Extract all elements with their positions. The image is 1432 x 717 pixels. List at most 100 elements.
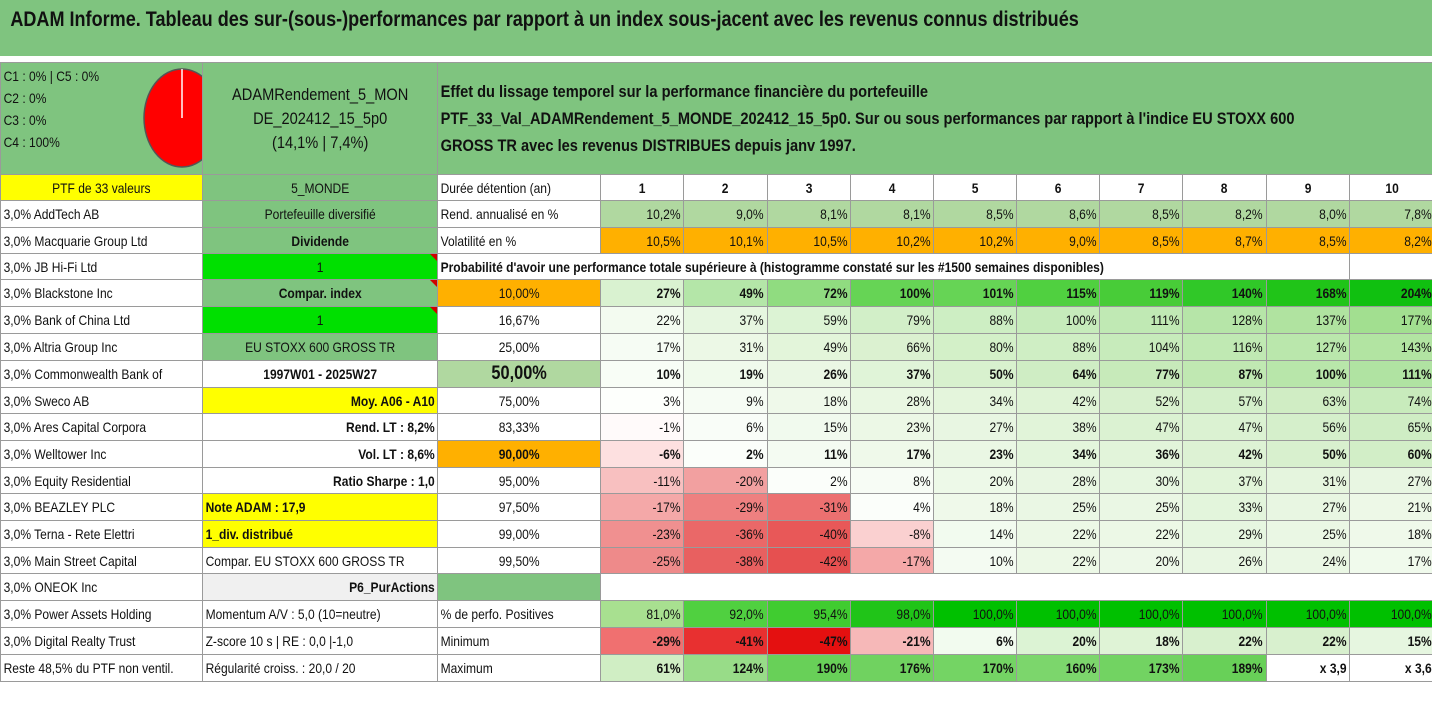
probability-value: -36% [683,520,768,548]
min-value: -47% [766,627,851,655]
probability-value: 36% [1099,440,1184,468]
probability-value: 34% [1016,440,1101,468]
vol-value: 10,5% [600,227,685,254]
empty-cell [683,573,768,601]
probability-value: -1% [600,413,685,441]
probability-value: 50% [932,360,1018,388]
holding-row: 3,0% Ares Capital Corpora [0,413,203,441]
probability-value: 8% [849,467,934,494]
empty-cell [600,573,684,601]
probability-value: 25% [1099,493,1184,521]
probability-value: 9% [683,387,768,414]
probability-value: 47% [1099,413,1184,441]
rend-value: 8,5% [932,200,1018,228]
probability-value: 28% [1016,467,1101,494]
probability-value: 31% [683,333,768,361]
probability-value: 3% [600,387,685,414]
probability-value: 50% [1265,440,1350,468]
vol-value: 9,0% [1016,227,1101,254]
probability-value: 47% [1182,413,1267,441]
rend-value: 8,6% [1016,200,1101,228]
probability-value: 29% [1182,520,1267,548]
probability-threshold: 83,33% [437,413,602,441]
holding-row: 3,0% BEAZLEY PLC [0,493,203,521]
holding-row: 3,0% AddTech AB [0,200,203,228]
probability-value: 27% [1348,467,1432,494]
min-value: 6% [932,627,1018,655]
holding-row: 3,0% Digital Realty Trust [0,627,203,655]
side-compar-full: Compar. EU STOXX 600 GROSS TR [201,547,439,574]
probability-value: 204% [1348,279,1432,307]
probability-value: 27% [1265,493,1350,521]
probability-value: 111% [1348,360,1432,388]
holding-row: 3,0% JB Hi-Fi Ltd [0,253,203,280]
probability-value: 20% [932,467,1018,494]
empty-cell [1348,253,1432,280]
probability-value: -17% [600,493,685,521]
side-zscore: Z-score 10 s | RE : 0,0 |-1,0 [201,627,439,655]
empty-cell [1099,573,1183,601]
probability-value: 64% [1016,360,1101,388]
year-header: 5 [932,174,1018,201]
probability-value: -20% [683,467,768,494]
report-title: ADAM Informe. Tableau des sur-(sous-)per… [0,0,1232,56]
holding-row: 3,0% Commonwealth Bank of [0,360,203,388]
probability-value: 25% [1265,520,1350,548]
min-value: -41% [683,627,768,655]
pos-value: 100,0% [1016,600,1101,628]
side-one-a: 1 [201,253,439,280]
probability-value: -11% [600,467,685,494]
allocation-c2: C2 : 0% [3,90,47,106]
max-label: Maximum [437,654,602,682]
year-header: 7 [1099,174,1184,201]
rend-value: 8,0% [1265,200,1350,228]
description-line2: PTF_33_Val_ADAMRendement_5_MONDE_202412_… [440,109,1295,128]
allocation-pie-chart [143,68,202,168]
max-value: x 3,6 [1348,654,1432,682]
probability-value: 57% [1182,387,1267,414]
vol-value: 8,5% [1099,227,1184,254]
year-header: 1 [600,174,685,201]
holding-row: 3,0% Power Assets Holding [0,600,203,628]
max-value: 189% [1182,654,1267,682]
probability-value: 116% [1182,333,1267,361]
probability-value: 100% [1265,360,1350,388]
holding-row: 3,0% Blackstone Inc [0,279,203,307]
year-header: 10 [1348,174,1432,201]
vol-value: 10,2% [849,227,934,254]
probability-value: 17% [1348,547,1432,574]
fund-name-line1: ADAMRendement_5_MON [231,84,409,104]
probability-value: 15% [766,413,851,441]
holding-row: 3,0% Equity Residential [0,467,203,494]
probability-value: 4% [849,493,934,521]
pos-value: 100,0% [1265,600,1350,628]
min-value: -29% [600,627,685,655]
year-header: 6 [1016,174,1101,201]
probability-value: 42% [1182,440,1267,468]
probability-value: 18% [1348,520,1432,548]
probability-value: 87% [1182,360,1267,388]
probability-value: 24% [1265,547,1350,574]
probability-value: 20% [1099,547,1184,574]
probability-title: Probabilité d'avoir une performance tota… [437,253,1350,280]
probability-value: 2% [683,440,768,468]
empty-cell [1182,573,1267,601]
probability-value: -6% [600,440,685,468]
green-spacer [437,573,602,601]
probability-value: 49% [683,279,768,307]
probability-value: 28% [849,387,934,414]
holding-row: 3,0% Macquarie Group Ltd [0,227,203,254]
side-dividende: Dividende [201,227,439,254]
rend-value: 8,1% [766,200,851,228]
probability-value: 31% [1265,467,1350,494]
probability-value: 17% [849,440,934,468]
probability-threshold: 95,00% [437,467,602,494]
year-header: 4 [849,174,934,201]
probability-value: 18% [766,387,851,414]
description-cell: Effet du lissage temporel sur la perform… [437,62,1432,175]
empty-cell [1349,573,1432,601]
min-value: 18% [1099,627,1184,655]
probability-value: 38% [1016,413,1101,441]
holding-row: 3,0% Bank of China Ltd [0,306,203,334]
